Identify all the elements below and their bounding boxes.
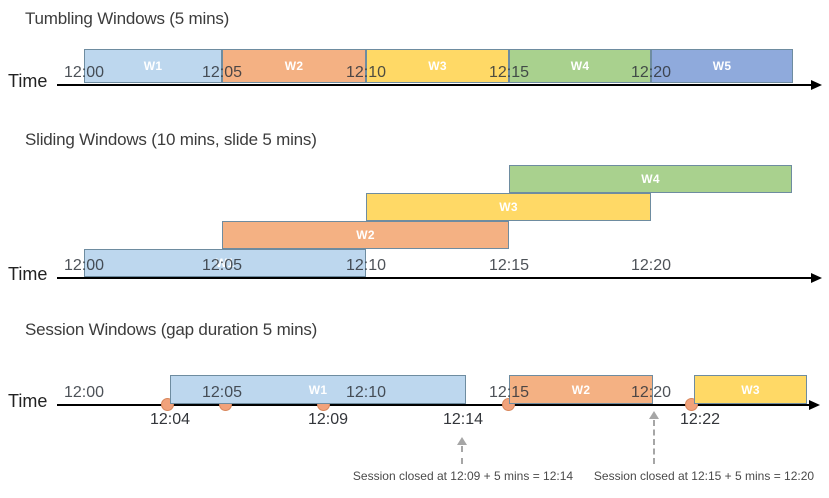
- window-box: W5: [651, 49, 793, 83]
- window-label: W2: [356, 228, 375, 242]
- window-label: W5: [712, 59, 732, 73]
- tick-label: 12:05: [201, 257, 243, 274]
- section-title: Sliding Windows (10 mins, slide 5 mins): [25, 130, 317, 149]
- window-box: W3: [366, 49, 509, 83]
- event-time-label: 12:14: [442, 411, 484, 428]
- window-box: W1: [84, 249, 366, 277]
- callout-dashed-line: [461, 446, 463, 464]
- window-box: W1: [84, 49, 222, 83]
- time-axis-label: Time: [8, 391, 48, 411]
- timeline-arrow-icon: [811, 273, 822, 283]
- tick-label: 12:00: [63, 384, 105, 401]
- section-title: Session Windows (gap duration 5 mins): [25, 320, 318, 339]
- section-title: Tumbling Windows (5 mins): [25, 9, 230, 28]
- event-time-label: 12:09: [307, 411, 349, 428]
- window-label: W1: [215, 256, 235, 270]
- window-box: W4: [509, 165, 792, 193]
- tick-label: 12:05: [201, 64, 243, 81]
- event-time-label: 12:04: [149, 411, 191, 428]
- tick-label: 12:20: [630, 384, 672, 401]
- window-label: W4: [641, 172, 660, 186]
- window-label: W1: [308, 382, 328, 397]
- window-label: W3: [428, 59, 447, 73]
- event-time-label: 12:22: [679, 411, 721, 428]
- window-label: W4: [570, 59, 590, 73]
- timeline-arrow-icon: [809, 400, 820, 410]
- window-box: W3: [366, 193, 651, 221]
- time-axis-label: Time: [8, 71, 48, 91]
- tick-label: 12:00: [63, 257, 105, 274]
- window-box: W3: [694, 375, 807, 404]
- window-label: W3: [499, 200, 518, 214]
- window-label: W2: [571, 382, 591, 397]
- tick-label: 12:00: [63, 64, 105, 81]
- timeline-arrow-icon: [811, 80, 822, 90]
- window-label: W3: [741, 382, 760, 397]
- tick-label: 12:15: [488, 64, 530, 81]
- tick-label: 12:15: [488, 384, 530, 401]
- window-box: W4: [509, 49, 651, 83]
- tick-label: 12:10: [345, 64, 387, 81]
- callout-text: Session closed at 12:09 + 5 mins = 12:14: [352, 469, 574, 483]
- window-box: W1: [170, 375, 466, 404]
- window-box: W2: [222, 221, 509, 249]
- time-axis-label: Time: [8, 264, 48, 284]
- tick-label: 12:10: [345, 384, 387, 401]
- timeline: [57, 84, 812, 86]
- callout-arrowhead-icon: [649, 411, 659, 419]
- callout-arrowhead-icon: [457, 437, 467, 445]
- window-label: W1: [143, 59, 163, 73]
- window-label: W2: [284, 59, 304, 73]
- tick-label: 12:20: [630, 257, 672, 274]
- timeline: [57, 277, 812, 279]
- timeline: [57, 404, 810, 406]
- tick-label: 12:15: [488, 257, 530, 274]
- tick-label: 12:05: [201, 384, 243, 401]
- callout-text: Session closed at 12:15 + 5 mins = 12:20: [593, 469, 815, 483]
- tick-label: 12:10: [345, 257, 387, 274]
- window-box: W2: [222, 49, 366, 83]
- window-box: W2: [509, 375, 653, 404]
- callout-dashed-line: [653, 420, 655, 464]
- tick-label: 12:20: [630, 64, 672, 81]
